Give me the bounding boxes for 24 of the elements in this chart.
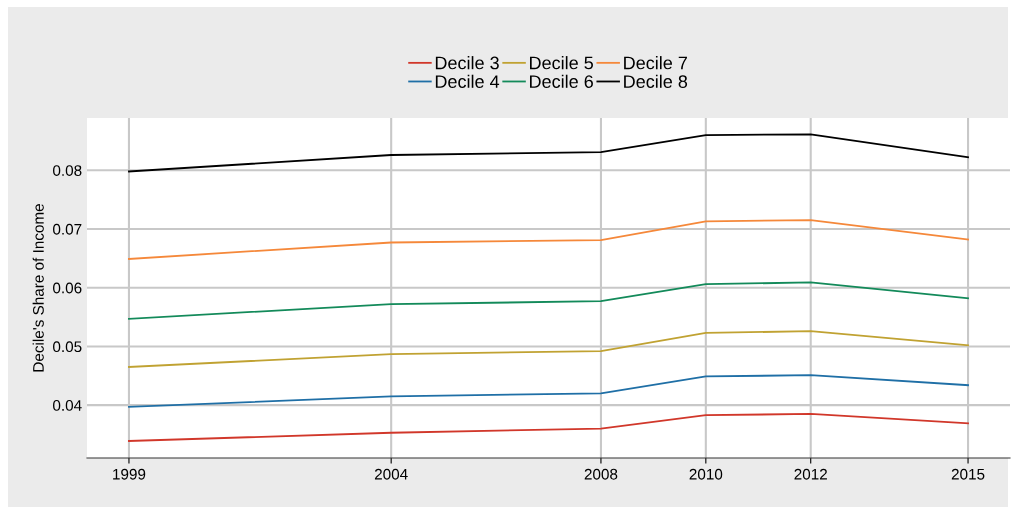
x-tick-label: 2004 — [374, 468, 408, 480]
y-tick-label: 0.04 — [53, 400, 82, 411]
legend-label: Decile 5 — [530, 56, 593, 70]
line-series — [128, 133, 969, 173]
y-tick-label: 0.06 — [53, 282, 82, 294]
legend-label: Decile 8 — [624, 74, 688, 88]
legend-label: Decile 3 — [435, 56, 499, 70]
legend-label: Decile 7 — [624, 56, 687, 70]
x-tick-label: 2012 — [794, 468, 827, 480]
line-series — [128, 330, 969, 368]
y-tick-label: 0.05 — [53, 341, 82, 353]
line-series — [128, 413, 969, 442]
y-tick-label: 0.08 — [53, 165, 82, 176]
x-tick-label: 1999 — [113, 468, 146, 480]
legend-label: Decile 4 — [435, 74, 500, 88]
line-series — [128, 281, 969, 320]
legend-label: Decile 6 — [530, 74, 593, 88]
x-tick-label: 2010 — [689, 468, 723, 480]
line-series — [128, 219, 969, 260]
x-tick-label: 2008 — [584, 468, 618, 480]
y-axis-title: Decile's Share of Income — [32, 204, 44, 372]
y-tick-label: 0.07 — [53, 223, 82, 235]
line-series — [128, 374, 969, 408]
x-tick-label: 2015 — [951, 468, 985, 480]
